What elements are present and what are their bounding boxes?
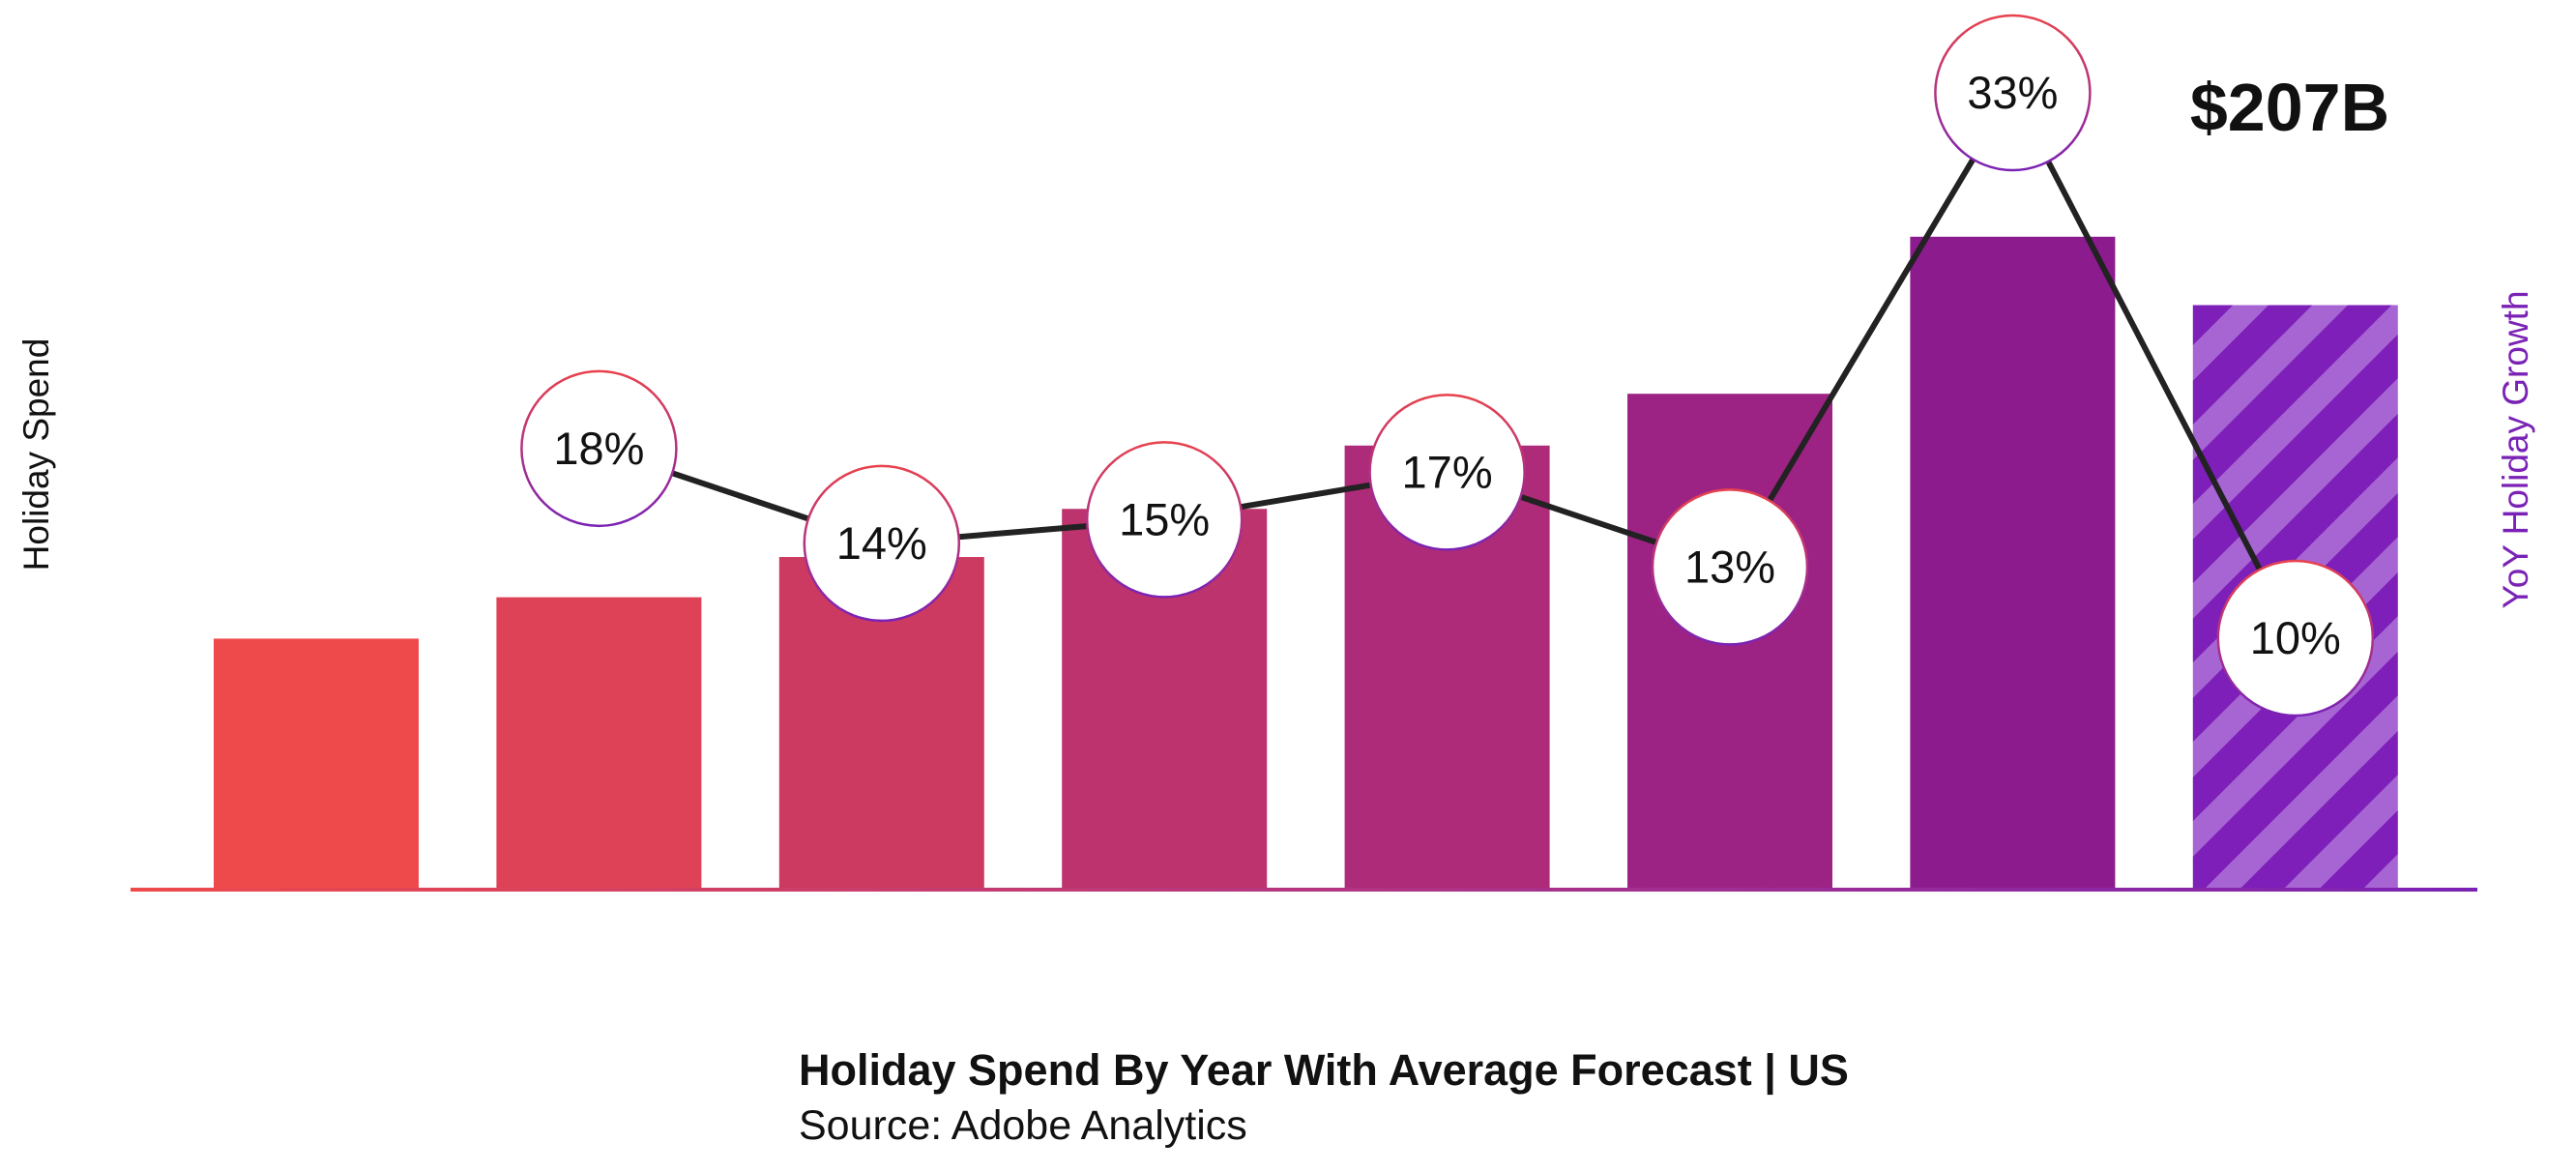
growth-markers-layer: 18% 14% 15% 17% 13% 33% 10% [520, 14, 2375, 718]
growth-label: 10% [2250, 612, 2341, 663]
y-axis-right-label: YoY Holiday Growth [2496, 290, 2535, 609]
x-axis [131, 888, 2477, 892]
growth-marker [2216, 559, 2375, 718]
spend-bar [496, 597, 702, 888]
forecast-value-label: $207B [2190, 70, 2389, 145]
growth-label: 33% [1967, 67, 2058, 118]
growth-label: 17% [1402, 446, 1493, 497]
growth-marker [1934, 14, 2092, 172]
spend-bar [214, 638, 419, 888]
bars-layer [214, 236, 2398, 889]
chart-source: Source: Adobe Analytics [799, 1102, 1247, 1149]
growth-marker [1085, 441, 1244, 599]
growth-label: 14% [836, 517, 927, 569]
growth-marker [803, 464, 961, 623]
chart-title: Holiday Spend By Year With Average Forec… [799, 1045, 1849, 1095]
chart-caption: Holiday Spend By Year With Average Forec… [799, 1042, 1849, 1153]
growth-label: 18% [553, 423, 644, 474]
growth-marker [1651, 488, 1809, 646]
growth-label: 13% [1684, 541, 1775, 592]
y-axis-left-label: Holiday Spend [16, 337, 56, 571]
growth-marker [520, 369, 678, 528]
spend-bar [1910, 236, 2116, 889]
growth-label: 15% [1119, 493, 1210, 544]
growth-marker [1368, 394, 1526, 551]
